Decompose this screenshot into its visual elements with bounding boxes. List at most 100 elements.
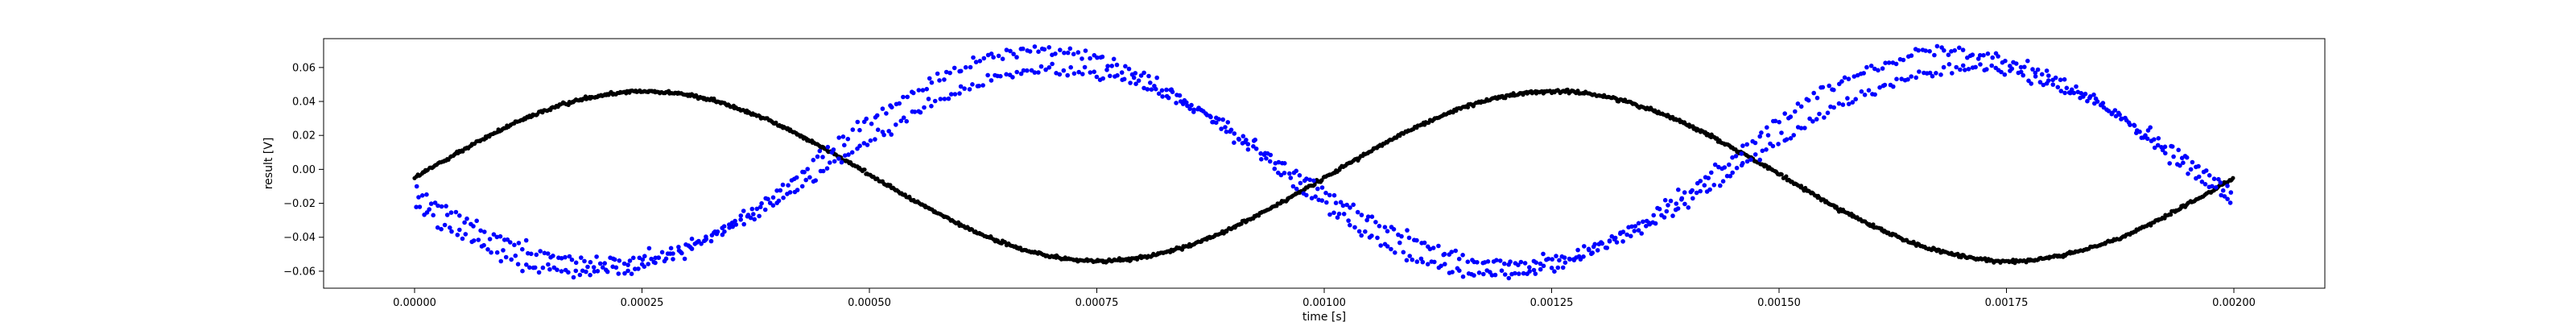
data-point xyxy=(2018,64,2024,70)
data-point xyxy=(1877,85,1882,90)
data-point xyxy=(1779,172,1784,177)
data-point xyxy=(617,258,622,263)
x-axis: 0.00000 0.00025 0.00050 0.00075 0.00100 0.001… xyxy=(393,288,2256,309)
data-point xyxy=(1893,61,1899,67)
data-point xyxy=(2013,61,2019,66)
data-point xyxy=(1020,46,1026,52)
data-point xyxy=(770,195,776,200)
data-point xyxy=(1333,200,1339,205)
data-point xyxy=(1759,130,1764,135)
data-point xyxy=(653,260,658,266)
data-point xyxy=(448,225,452,230)
data-point xyxy=(1141,85,1146,91)
data-point xyxy=(1567,256,1572,262)
data-point xyxy=(1080,56,1084,61)
data-point xyxy=(1311,178,1316,184)
data-point xyxy=(1351,202,1356,208)
data-point xyxy=(1004,72,1009,77)
data-point xyxy=(1932,52,1937,58)
data-point xyxy=(1335,215,1340,221)
data-point xyxy=(1941,64,1946,70)
data-point xyxy=(616,271,621,276)
data-point xyxy=(567,254,572,259)
data-point xyxy=(1978,62,1983,67)
data-point xyxy=(850,127,856,132)
data-point xyxy=(442,222,448,228)
data-point xyxy=(1497,258,1503,263)
data-point xyxy=(1793,109,1798,114)
data-point xyxy=(2029,81,2033,86)
x-tick-label: 0.00175 xyxy=(1985,297,2029,309)
data-point xyxy=(1393,250,1397,255)
data-point xyxy=(534,252,539,258)
data-point xyxy=(875,127,881,132)
data-point xyxy=(527,265,532,270)
data-point xyxy=(612,257,617,262)
data-point xyxy=(2214,185,2219,190)
data-point xyxy=(464,216,469,221)
data-point xyxy=(813,178,818,183)
data-point xyxy=(588,259,593,265)
data-point xyxy=(958,84,964,89)
data-point xyxy=(424,192,429,197)
data-point xyxy=(1517,271,1521,276)
data-point xyxy=(1244,138,1249,142)
series-black xyxy=(412,87,2235,266)
data-point xyxy=(1820,85,1826,90)
data-point xyxy=(2003,58,2008,64)
data-point xyxy=(1057,72,1063,77)
data-point xyxy=(1245,142,1251,147)
data-point xyxy=(996,53,1001,59)
data-point xyxy=(1840,102,1846,107)
data-point xyxy=(970,82,975,87)
data-point xyxy=(2181,160,2186,165)
data-point xyxy=(695,240,700,245)
data-point xyxy=(2152,137,2157,142)
data-point xyxy=(512,242,517,248)
data-point xyxy=(1963,68,1967,72)
data-point xyxy=(1111,56,1117,62)
data-point xyxy=(1287,171,1292,176)
data-point xyxy=(1276,159,1282,165)
data-point xyxy=(1460,274,1466,279)
data-point xyxy=(1541,251,1546,257)
data-point xyxy=(1065,50,1071,56)
data-point xyxy=(2062,76,2067,82)
data-point xyxy=(1592,242,1597,247)
data-point xyxy=(2113,114,2119,119)
data-point xyxy=(886,129,891,134)
data-point xyxy=(1554,254,1558,258)
data-point xyxy=(501,248,506,253)
data-point xyxy=(1562,255,1567,260)
data-point xyxy=(1365,214,1371,220)
data-point xyxy=(780,182,786,188)
data-point xyxy=(1636,221,1641,226)
data-point xyxy=(1154,75,1159,80)
data-point xyxy=(918,109,923,115)
data-point xyxy=(781,195,786,200)
data-point xyxy=(1674,201,1679,206)
data-point xyxy=(1253,147,1259,151)
data-point xyxy=(2156,136,2161,141)
data-point xyxy=(439,204,444,209)
data-point xyxy=(1327,212,1332,217)
data-point xyxy=(889,132,894,137)
data-point xyxy=(1620,239,1625,244)
data-point xyxy=(1916,47,1921,53)
data-point xyxy=(898,118,904,123)
data-point xyxy=(1934,71,1938,76)
data-point xyxy=(901,94,906,100)
data-point xyxy=(1054,71,1059,76)
data-point xyxy=(722,229,727,234)
data-point xyxy=(922,105,927,110)
data-point xyxy=(457,227,462,233)
data-point xyxy=(1973,64,1978,70)
data-point xyxy=(1810,119,1815,124)
data-point xyxy=(1996,54,2000,59)
data-point xyxy=(573,268,579,274)
data-point xyxy=(1739,151,1744,156)
data-point xyxy=(1141,70,1146,76)
data-point xyxy=(436,203,440,208)
data-point xyxy=(824,166,830,171)
data-point xyxy=(842,142,847,148)
